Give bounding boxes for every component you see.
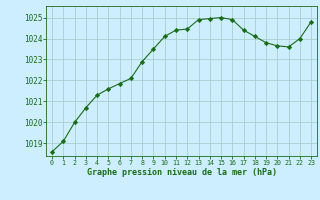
X-axis label: Graphe pression niveau de la mer (hPa): Graphe pression niveau de la mer (hPa) — [87, 168, 276, 177]
